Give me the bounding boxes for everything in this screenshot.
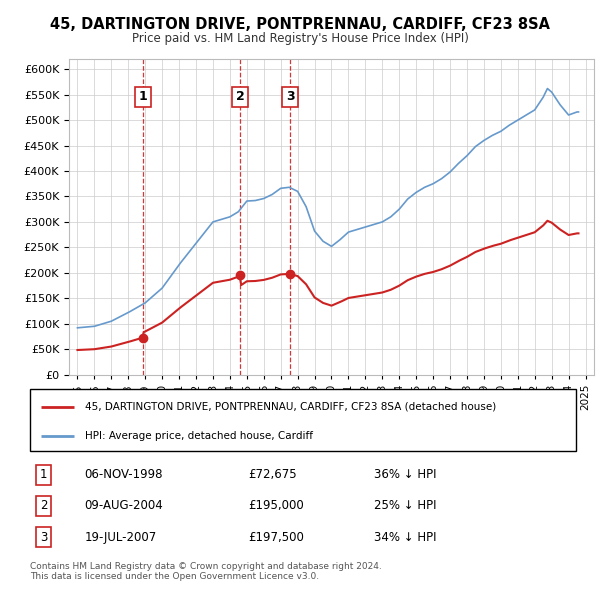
Text: £195,000: £195,000 xyxy=(248,499,304,513)
Text: 34% ↓ HPI: 34% ↓ HPI xyxy=(374,530,436,543)
Text: 2: 2 xyxy=(236,90,244,103)
Text: 09-AUG-2004: 09-AUG-2004 xyxy=(85,499,163,513)
FancyBboxPatch shape xyxy=(30,389,576,451)
Text: £197,500: £197,500 xyxy=(248,530,304,543)
Text: Price paid vs. HM Land Registry's House Price Index (HPI): Price paid vs. HM Land Registry's House … xyxy=(131,32,469,45)
Text: 19-JUL-2007: 19-JUL-2007 xyxy=(85,530,157,543)
Text: 06-NOV-1998: 06-NOV-1998 xyxy=(85,468,163,481)
Text: 3: 3 xyxy=(40,530,47,543)
Text: Contains HM Land Registry data © Crown copyright and database right 2024.
This d: Contains HM Land Registry data © Crown c… xyxy=(30,562,382,581)
Text: 2: 2 xyxy=(40,499,47,513)
Text: 25% ↓ HPI: 25% ↓ HPI xyxy=(374,499,436,513)
Text: HPI: Average price, detached house, Cardiff: HPI: Average price, detached house, Card… xyxy=(85,431,313,441)
Text: 1: 1 xyxy=(40,468,47,481)
Text: 3: 3 xyxy=(286,90,295,103)
Text: 36% ↓ HPI: 36% ↓ HPI xyxy=(374,468,436,481)
Text: 45, DARTINGTON DRIVE, PONTPRENNAU, CARDIFF, CF23 8SA (detached house): 45, DARTINGTON DRIVE, PONTPRENNAU, CARDI… xyxy=(85,402,496,412)
Text: 45, DARTINGTON DRIVE, PONTPRENNAU, CARDIFF, CF23 8SA: 45, DARTINGTON DRIVE, PONTPRENNAU, CARDI… xyxy=(50,17,550,31)
Text: £72,675: £72,675 xyxy=(248,468,297,481)
Text: 1: 1 xyxy=(138,90,147,103)
